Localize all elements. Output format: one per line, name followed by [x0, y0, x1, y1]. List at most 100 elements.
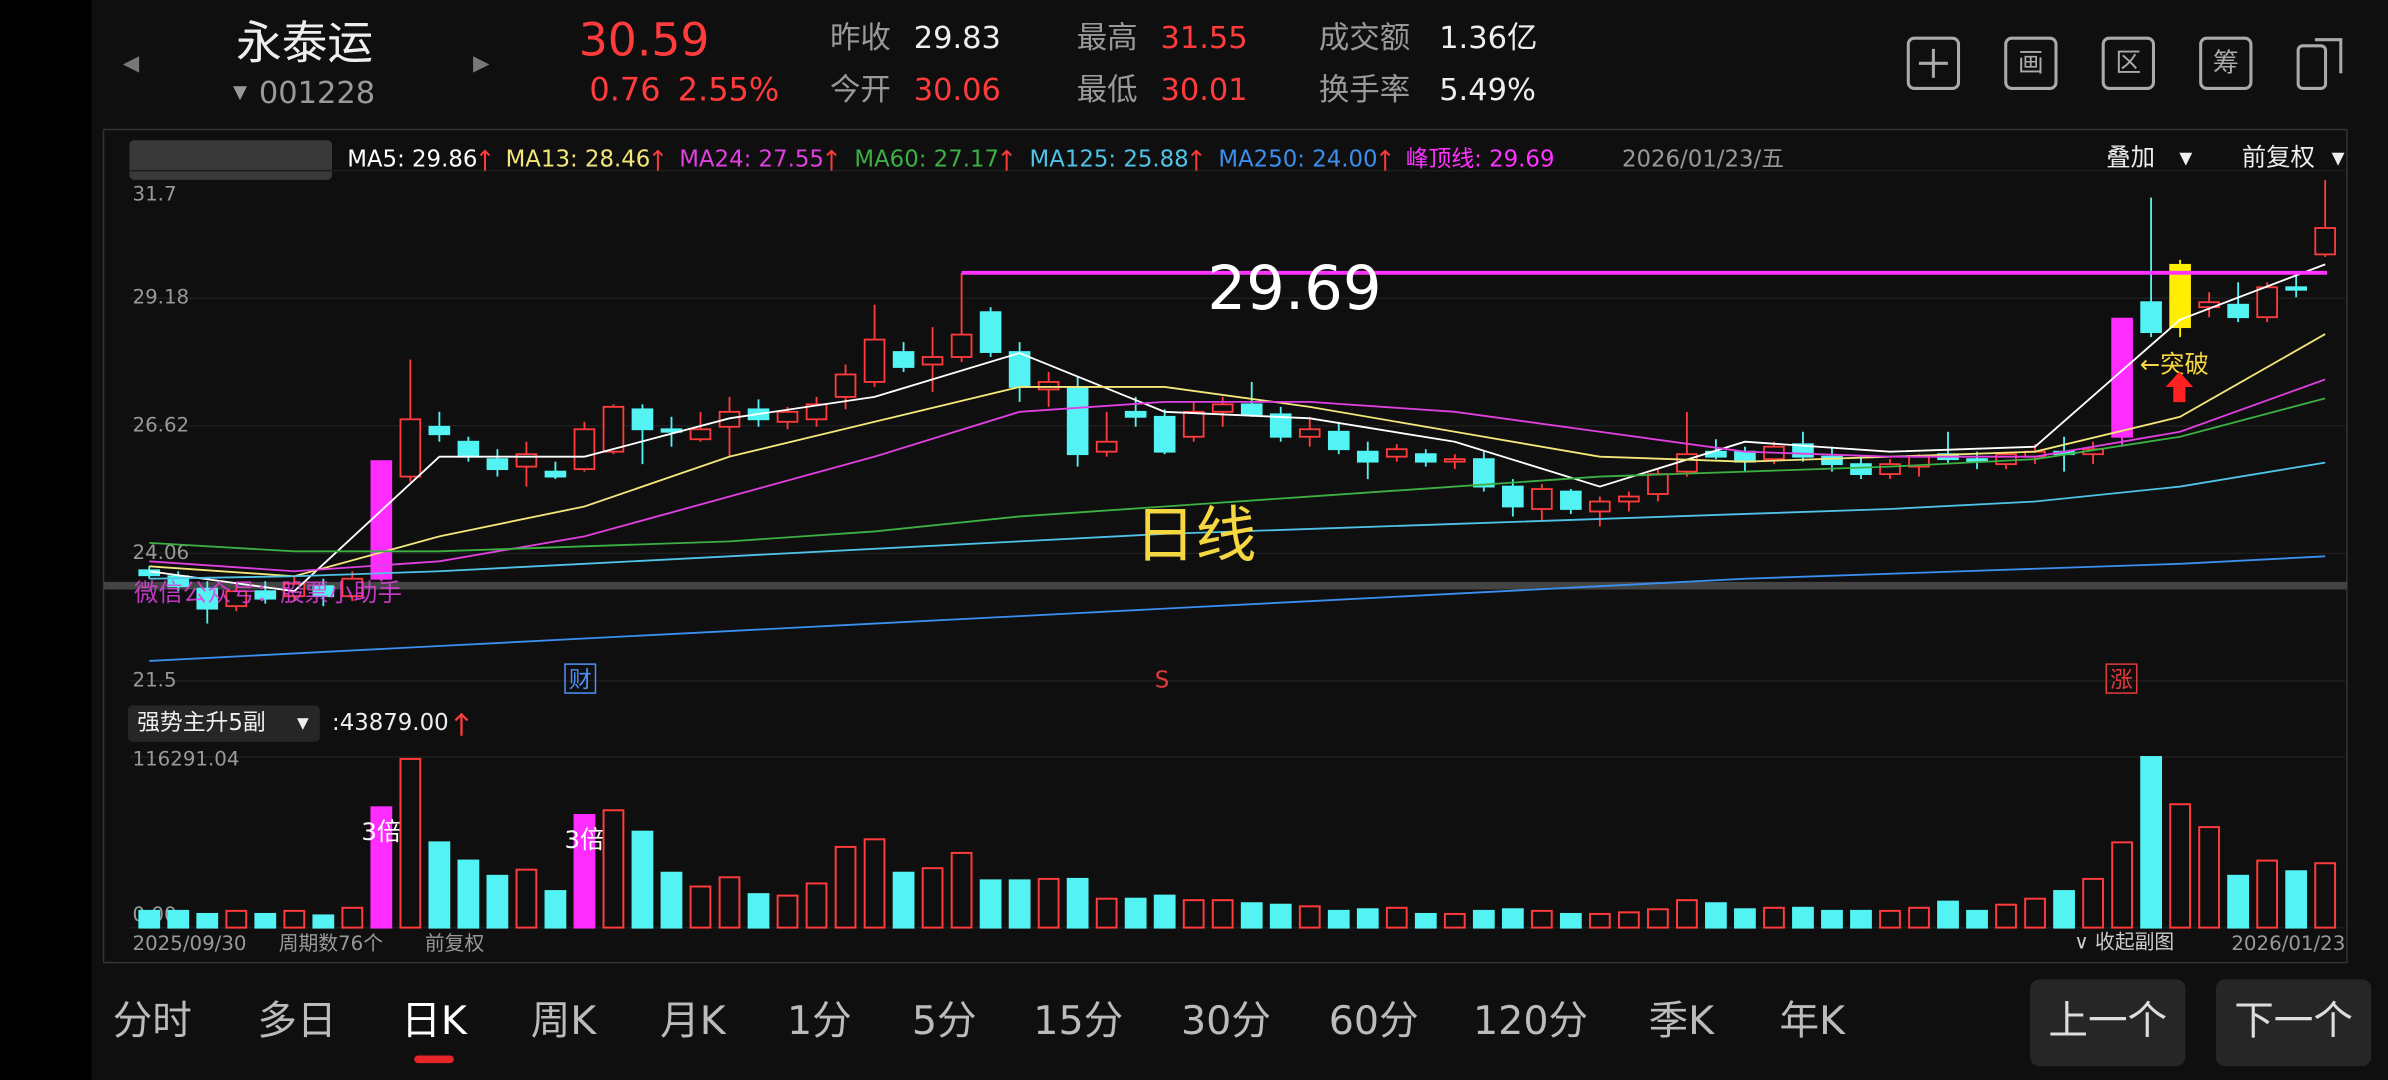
tool-button[interactable] — [2004, 36, 2058, 90]
candle-body — [544, 470, 567, 478]
volume-bar — [863, 838, 886, 929]
tab[interactable]: 120分 — [1473, 998, 1588, 1044]
candle-body — [1008, 351, 1031, 388]
legend-entry: MA13: 28.46 — [506, 147, 651, 173]
candle-body — [1647, 473, 1669, 495]
collapse[interactable]: ∨ 收起副图 — [2074, 930, 2174, 953]
y-tick-label: 116291.04 — [132, 748, 239, 771]
tab[interactable]: 周K — [531, 998, 598, 1044]
next-stock[interactable]: ▶ — [473, 51, 490, 76]
volume-bar — [1821, 909, 1843, 929]
volume-bar — [1995, 903, 2017, 929]
legend-entry: MA24: 27.55 — [679, 147, 824, 173]
tab[interactable]: 月K — [660, 998, 727, 1044]
volume-label: 3倍 — [361, 817, 401, 846]
volume-bar — [1705, 902, 1727, 929]
tab[interactable]: 年K — [1780, 998, 1847, 1044]
volume-bar — [689, 885, 712, 929]
add-button[interactable] — [1906, 36, 1961, 90]
value: 1.36亿 — [1439, 21, 1537, 56]
tool-button[interactable] — [2101, 36, 2155, 90]
peak-legend: 峰顶线: 29.69 — [1406, 147, 1555, 173]
prev-button[interactable] — [2030, 979, 2186, 1067]
volume-bar — [2256, 859, 2279, 929]
candle-body — [1327, 430, 1350, 451]
candle-body — [1473, 458, 1495, 488]
marker[interactable]: S — [1155, 667, 1170, 693]
y-tick-label: 31.7 — [132, 183, 176, 206]
tab[interactable]: 5分 — [912, 998, 977, 1044]
candle-body — [1240, 403, 1263, 416]
tab[interactable]: 日K — [401, 998, 468, 1044]
tab[interactable]: 多日 — [257, 998, 336, 1044]
button-label: 上一个 — [2048, 998, 2167, 1044]
adjust[interactable]: 前复权 — [2242, 142, 2315, 171]
candle-body — [776, 410, 799, 423]
candle-body — [805, 403, 828, 421]
ma-line — [149, 333, 2326, 578]
code-caret[interactable]: ▼ — [233, 82, 247, 103]
label: 最高 — [1077, 21, 1138, 56]
value: 5.49% — [1439, 73, 1536, 108]
volume-bar — [1211, 899, 1234, 929]
candle-body — [1211, 403, 1234, 413]
peak-value-label: 29.69 — [1207, 253, 1381, 324]
candle-body — [1821, 455, 1843, 466]
rotate-button[interactable] — [2296, 44, 2328, 90]
candle-body — [1356, 450, 1379, 463]
tab[interactable]: 1分 — [787, 998, 852, 1044]
volume-bar — [573, 813, 596, 929]
ma-line — [149, 461, 2326, 580]
chart-frame — [102, 128, 2348, 964]
candle-body — [1560, 490, 1582, 510]
candle-body — [225, 590, 248, 608]
volume-bar — [370, 806, 393, 929]
candle-body — [892, 351, 915, 368]
volume-bar — [1966, 909, 1988, 929]
volume-bar — [2169, 803, 2192, 929]
volume-bar — [1298, 905, 1321, 929]
toolbar — [1906, 36, 2343, 90]
tool-button[interactable] — [2199, 36, 2253, 90]
volume-bar — [921, 867, 944, 929]
period-label: 日线 — [1135, 500, 1257, 571]
volume-bar — [1008, 879, 1031, 929]
candle-body — [196, 587, 219, 610]
indicator-select[interactable] — [127, 705, 320, 742]
volume-bar — [283, 909, 306, 929]
icon — [2314, 38, 2343, 74]
volume-bar — [1269, 903, 1292, 929]
tab[interactable]: 30分 — [1181, 998, 1271, 1044]
tab[interactable]: 15分 — [1033, 998, 1123, 1044]
volume-bar — [1414, 912, 1437, 929]
volume-bar — [486, 874, 509, 929]
candle-body — [2314, 227, 2336, 256]
candle-body — [1124, 410, 1147, 418]
tool-label: 区 — [2115, 49, 2141, 79]
candle-body — [1037, 381, 1060, 391]
volume-bar — [834, 845, 857, 929]
caret: ▼ — [2179, 147, 2192, 167]
volume-bar — [1472, 909, 1495, 929]
volume-bar — [1850, 909, 1872, 929]
prev-stock[interactable]: ◀ — [123, 51, 140, 76]
marker[interactable]: 财 — [569, 667, 592, 693]
next-button[interactable] — [2215, 979, 2372, 1067]
overlay[interactable]: 叠加 — [2106, 142, 2155, 171]
legend-arrow — [479, 149, 491, 171]
marker[interactable]: 涨 — [2110, 667, 2133, 693]
candle-body — [1618, 495, 1640, 503]
candle-body — [689, 428, 712, 441]
tool-label: 画 — [2018, 49, 2044, 79]
volume-bar — [1530, 909, 1553, 929]
value: 29.83 — [914, 21, 1001, 56]
tab[interactable]: 分时 — [113, 998, 192, 1044]
legend-arrow — [1379, 149, 1391, 171]
candle-body — [341, 577, 364, 598]
volume-bar — [1501, 908, 1524, 929]
tab[interactable]: 60分 — [1329, 998, 1419, 1044]
volume-bar — [1559, 912, 1582, 929]
tab[interactable]: 季K — [1649, 998, 1716, 1044]
legend-entry: MA125: 25.88 — [1030, 147, 1189, 173]
x-start-label: 2025/09/30 — [132, 932, 246, 955]
